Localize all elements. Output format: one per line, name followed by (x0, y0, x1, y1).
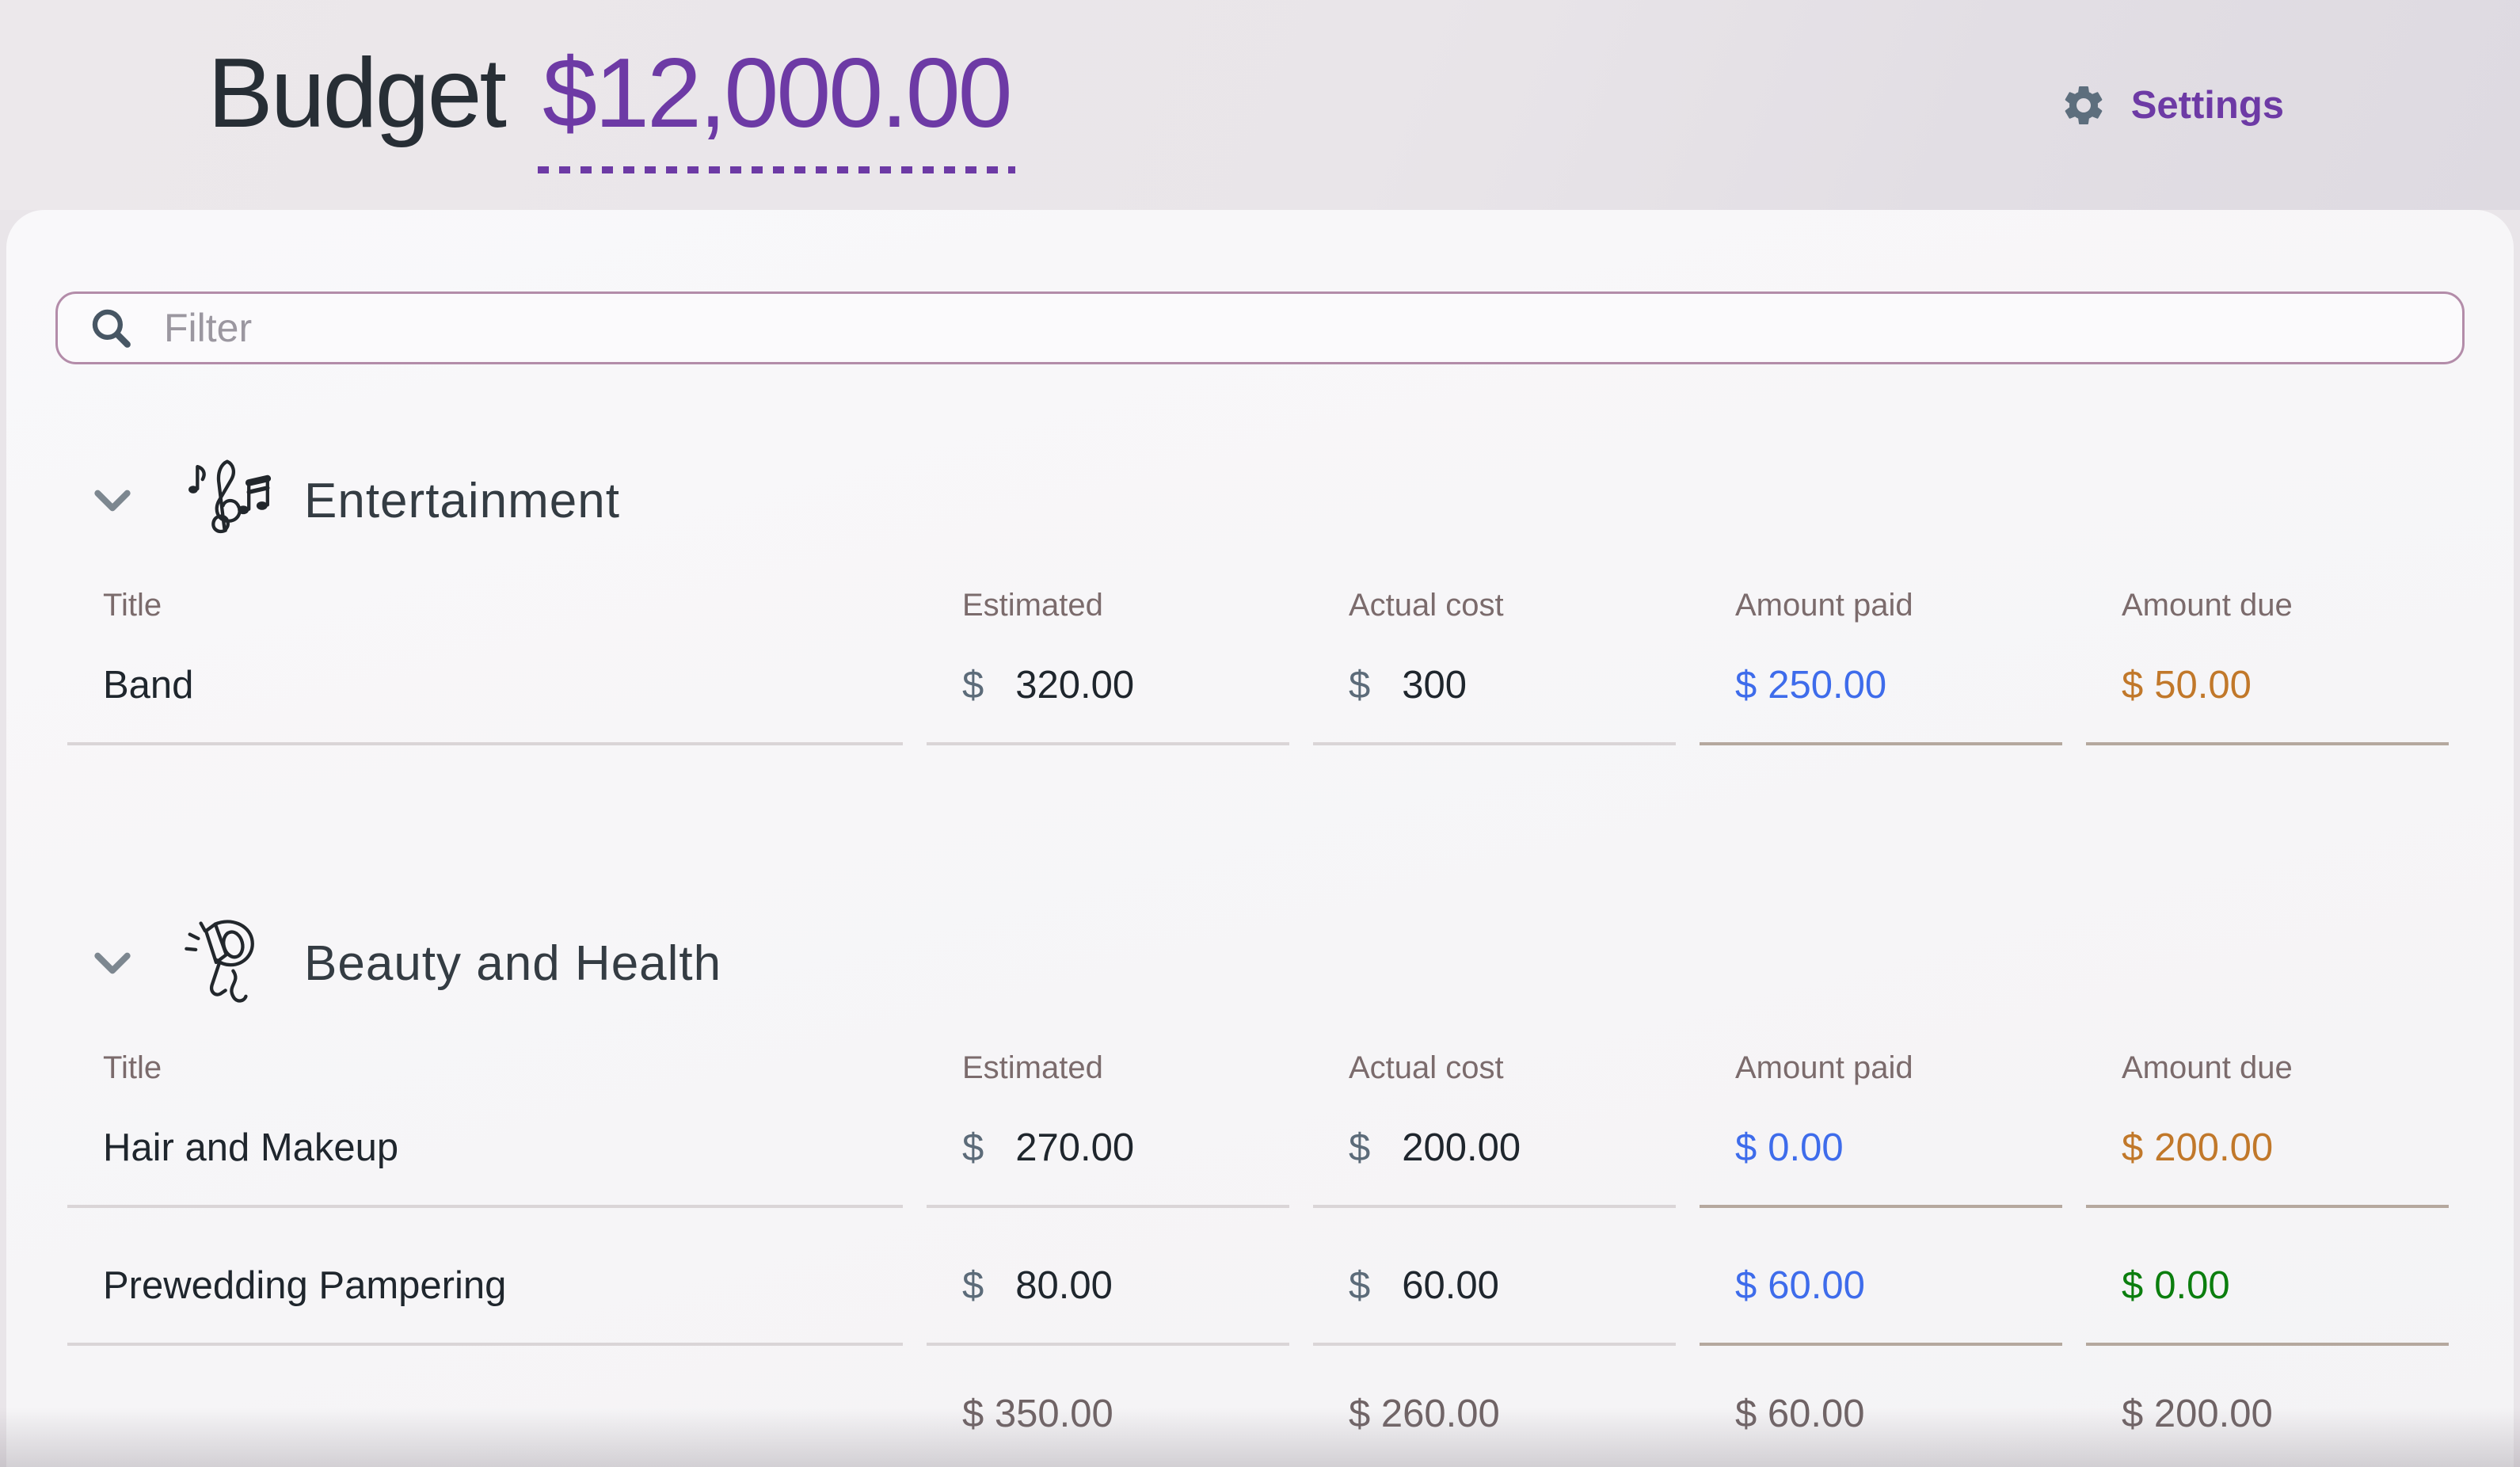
filter-input[interactable] (162, 299, 2432, 356)
row-title-field[interactable]: Prewedding Pampering (67, 1263, 903, 1346)
settings-button[interactable]: Settings (2055, 81, 2289, 130)
currency-symbol: $ (1349, 1126, 1371, 1169)
settings-label: Settings (2130, 83, 2284, 127)
row-estimated-field[interactable]: $ 320.00 (927, 663, 1289, 745)
row-due-field: $ 0.00 (2086, 1263, 2449, 1346)
estimated-value: 320.00 (1015, 664, 1135, 707)
actual-value: 60.00 (1402, 1264, 1499, 1307)
section-beauty-and-health: Beauty and Health Title Estimated Actual… (6, 916, 2514, 1436)
column-header-due: Amount due (2122, 588, 2293, 623)
row-due-field: $ 200.00 (2086, 1126, 2449, 1208)
row-estimated-field[interactable]: $ 80.00 (927, 1263, 1289, 1346)
actual-value: 300 (1402, 664, 1467, 707)
column-header-due: Amount due (2122, 1050, 2293, 1085)
currency-symbol: $ (1349, 1264, 1371, 1307)
table-row: Band $ 320.00 $ 300 $ 250.00 $ 50.00 (67, 663, 2514, 745)
section-title: Entertainment (304, 473, 620, 528)
paid-value: 250.00 (1768, 664, 1887, 707)
column-header-actual: Actual cost (1349, 588, 1504, 623)
chevron-down-icon[interactable] (87, 938, 138, 989)
currency-symbol: $ (1735, 664, 1757, 707)
due-value: 50.00 (2154, 664, 2252, 707)
due-value: 200.00 (2154, 1126, 2274, 1169)
column-header-actual: Actual cost (1349, 1050, 1504, 1085)
column-headers: Title Estimated Actual cost Amount paid … (67, 588, 2514, 623)
row-title-field[interactable]: Hair and Makeup (67, 1126, 903, 1208)
section-entertainment: Entertainment Title Estimated Actual cos… (6, 453, 2514, 745)
totals-spacer (67, 1392, 903, 1436)
budget-amount-button[interactable]: $12,000.00 (538, 36, 1015, 173)
row-paid-field[interactable]: $ 250.00 (1700, 663, 2062, 745)
currency-symbol: $ (1735, 1126, 1757, 1169)
total-paid: $ 60.00 (1735, 1393, 1865, 1435)
content-card: Entertainment Title Estimated Actual cos… (6, 210, 2514, 1467)
estimated-value: 270.00 (1015, 1126, 1135, 1169)
currency-symbol: $ (1349, 664, 1371, 707)
currency-symbol: $ (962, 1126, 984, 1169)
column-header-paid: Amount paid (1735, 1050, 1913, 1085)
hair-dryer-icon (182, 916, 276, 1011)
actual-value: 200.00 (1402, 1126, 1521, 1169)
total-actual: $ 260.00 (1349, 1393, 1500, 1435)
section-totals-row: $ 350.00 $ 260.00 $ 60.00 $ 200.00 (67, 1392, 2514, 1436)
search-icon (88, 305, 134, 351)
row-paid-field[interactable]: $ 0.00 (1700, 1126, 2062, 1208)
section-header: Beauty and Health (87, 916, 2514, 1011)
total-due: $ 200.00 (2122, 1393, 2273, 1435)
column-header-paid: Amount paid (1735, 588, 1913, 623)
row-actual-field[interactable]: $ 200.00 (1313, 1126, 1676, 1208)
currency-symbol: $ (962, 1264, 984, 1307)
currency-symbol: $ (1735, 1264, 1757, 1307)
column-header-estimated: Estimated (962, 588, 1103, 623)
chevron-down-icon[interactable] (87, 475, 138, 526)
section-header: Entertainment (87, 453, 2514, 548)
row-paid-field[interactable]: $ 60.00 (1700, 1263, 2062, 1346)
due-value: 0.00 (2154, 1264, 2230, 1307)
music-notes-icon (182, 453, 276, 548)
row-actual-field[interactable]: $ 60.00 (1313, 1263, 1676, 1346)
column-headers: Title Estimated Actual cost Amount paid … (67, 1050, 2514, 1086)
table-row: Prewedding Pampering $ 80.00 $ 60.00 $ 6… (67, 1263, 2514, 1346)
row-title-field[interactable]: Band (67, 663, 903, 745)
paid-value: 60.00 (1768, 1264, 1865, 1307)
section-title: Beauty and Health (304, 935, 722, 991)
page-title-wrap: Budget $12,000.00 (207, 36, 1015, 173)
column-header-title: Title (103, 588, 162, 623)
estimated-value: 80.00 (1015, 1264, 1113, 1307)
gear-icon (2060, 82, 2107, 129)
column-header-estimated: Estimated (962, 1050, 1103, 1085)
column-header-title: Title (103, 1050, 162, 1085)
paid-value: 0.00 (1768, 1126, 1844, 1169)
currency-symbol: $ (2122, 1264, 2144, 1307)
row-due-field: $ 50.00 (2086, 663, 2449, 745)
currency-symbol: $ (2122, 1126, 2144, 1169)
currency-symbol: $ (962, 664, 984, 707)
total-estimated: $ 350.00 (962, 1393, 1113, 1435)
table-row: Hair and Makeup $ 270.00 $ 200.00 $ 0.00… (67, 1126, 2514, 1208)
app-header: Budget $12,000.00 Settings (0, 0, 2520, 210)
currency-symbol: $ (2122, 664, 2144, 707)
row-estimated-field[interactable]: $ 270.00 (927, 1126, 1289, 1208)
row-actual-field[interactable]: $ 300 (1313, 663, 1676, 745)
filter-container[interactable] (55, 291, 2465, 364)
page-title: Budget (207, 38, 507, 148)
